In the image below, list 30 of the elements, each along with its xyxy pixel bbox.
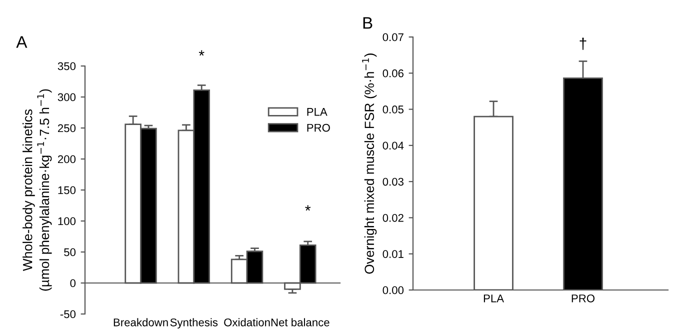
annotation: * — [198, 50, 204, 56]
y-tick-label: -50 — [60, 310, 76, 318]
y-tick-label: 200 — [58, 155, 76, 164]
x-tick-label: Breakdown — [114, 318, 168, 326]
y-tick-label: 250 — [58, 124, 76, 132]
y-tick-label: 100 — [58, 217, 76, 226]
y-tick-label: 0 — [70, 279, 76, 288]
y-tick-label: 0.04 — [382, 142, 404, 150]
annotation: † — [580, 38, 586, 50]
y-tick-label: 0.05 — [382, 106, 404, 114]
y-tick-label: 0.01 — [382, 250, 404, 258]
y-axis-title: Whole-body protein kinetics (µmol phenylalanine·kg$^{−1}$·7.5 h$^{−1}$) — [22, 89, 52, 291]
y-tick-label: 0.07 — [382, 33, 404, 42]
legend-label: PLA — [307, 108, 328, 116]
y-tick-label: 0.06 — [382, 69, 404, 78]
x-tick-label: Synthesis — [170, 318, 218, 329]
x-tick-label: Net balance — [271, 318, 330, 326]
y-axis-title: Overnight mixed muscle FSR (%·h$^{−1}$) — [362, 54, 377, 274]
x-tick-label: Oxidation — [224, 318, 270, 326]
y-tick-label: 0.02 — [382, 214, 404, 222]
y-tick-label: 350 — [58, 62, 76, 70]
y-tick-label: 0.00 — [382, 286, 404, 294]
annotation: * — [305, 205, 311, 211]
y-tick-label: 0.03 — [382, 178, 404, 186]
chart-title: B — [363, 17, 372, 29]
y-tick-label: 50 — [64, 248, 76, 256]
chart-title: A — [16, 36, 28, 48]
y-tick-label: 150 — [58, 186, 76, 194]
y-tick-label: 300 — [58, 93, 76, 102]
legend-label: PRO — [307, 124, 330, 132]
